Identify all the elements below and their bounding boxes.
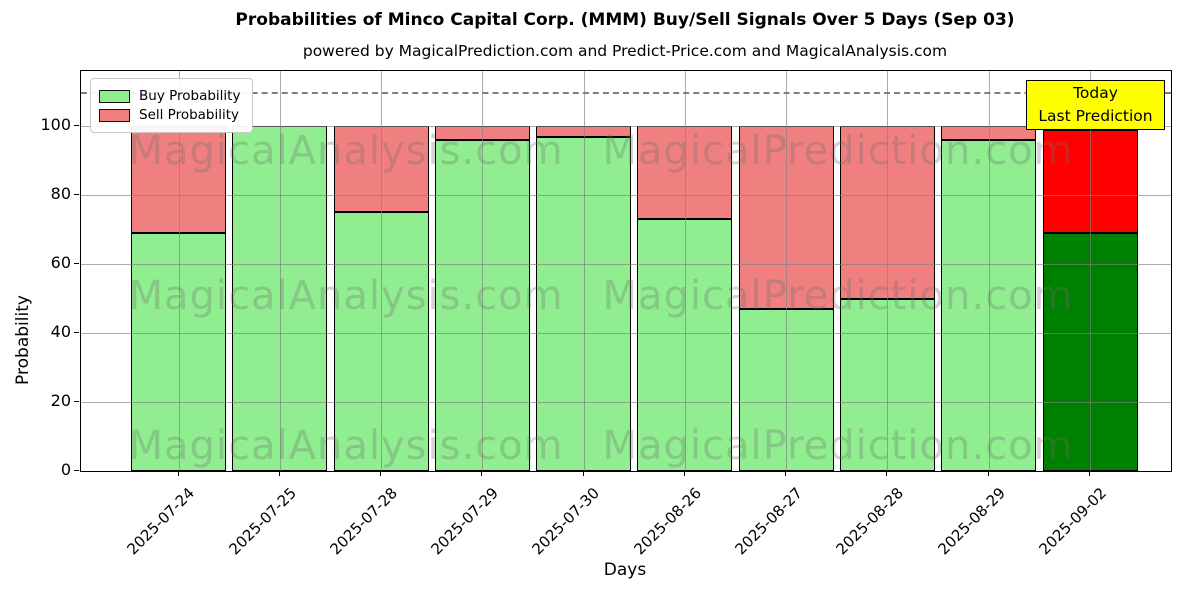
watermark-text: MagicalPrediction.com xyxy=(602,128,1074,174)
y-tick-mark xyxy=(74,125,79,127)
watermark-text: MagicalAnalysis.com xyxy=(128,273,564,319)
v-gridline xyxy=(381,71,383,471)
today-annotation-line2: Last Prediction xyxy=(1038,107,1153,125)
x-tick-label: 2025-07-28 xyxy=(326,484,401,559)
x-tick-label: 2025-07-30 xyxy=(528,484,604,559)
y-tick-mark xyxy=(74,263,79,265)
y-tick-label: 60 xyxy=(50,253,71,273)
plot-area: Buy Probability Sell Probability Today L… xyxy=(80,70,1172,472)
x-tick-mark xyxy=(683,471,685,476)
v-gridline xyxy=(1090,71,1092,471)
x-tick-label: 2025-07-24 xyxy=(123,484,199,559)
x-axis-label: Days xyxy=(603,560,647,580)
watermark-text: MagicalAnalysis.com xyxy=(128,128,564,174)
y-tick-label: 0 xyxy=(60,460,71,479)
chart-title: Probabilities of Minco Capital Corp. (MM… xyxy=(235,10,1015,30)
watermark-text: MagicalAnalysis.com xyxy=(128,423,564,469)
y-tick-label: 40 xyxy=(50,322,71,342)
y-tick-mark xyxy=(74,194,79,196)
v-gridline xyxy=(279,71,281,471)
watermark-text: MagicalPrediction.com xyxy=(602,273,1074,319)
y-tick-label: 80 xyxy=(50,184,71,204)
y-axis-label: Probability xyxy=(13,295,33,385)
x-tick-mark xyxy=(987,471,989,476)
x-tick-mark xyxy=(886,471,888,476)
legend-item-buy: Buy Probability xyxy=(99,88,240,104)
h-gridline xyxy=(81,333,1171,335)
h-gridline xyxy=(81,126,1171,128)
today-annotation-line1: Today xyxy=(1073,84,1118,102)
h-gridline xyxy=(81,402,1171,404)
buy-swatch-icon xyxy=(99,89,130,103)
v-gridline xyxy=(988,71,990,471)
x-tick-mark xyxy=(481,471,483,476)
v-gridline xyxy=(178,71,180,471)
x-tick-mark xyxy=(177,471,179,476)
x-tick-label: 2025-08-29 xyxy=(934,484,1009,559)
x-tick-label: 2025-07-25 xyxy=(225,484,300,559)
legend-label-buy: Buy Probability xyxy=(139,88,241,104)
x-tick-mark xyxy=(1089,471,1091,476)
v-gridline xyxy=(482,71,484,471)
v-gridline xyxy=(786,71,788,471)
h-gridline xyxy=(81,195,1171,197)
today-annotation: Today Last Prediction xyxy=(1026,80,1165,130)
sell-swatch-icon xyxy=(99,108,130,122)
y-tick-label: 100 xyxy=(40,115,71,135)
x-tick-mark xyxy=(582,471,584,476)
legend-item-sell: Sell Probability xyxy=(99,107,240,123)
y-tick-mark xyxy=(74,470,79,471)
x-tick-label: 2025-07-29 xyxy=(427,484,503,559)
v-gridline xyxy=(684,71,686,471)
y-tick-mark xyxy=(74,401,79,403)
x-tick-mark xyxy=(278,471,280,476)
legend: Buy Probability Sell Probability xyxy=(90,78,254,133)
h-gridline xyxy=(81,264,1171,266)
v-gridline xyxy=(583,71,585,471)
today-dashed-line xyxy=(81,91,1171,94)
legend-label-sell: Sell Probability xyxy=(139,107,240,123)
x-tick-label: 2025-09-02 xyxy=(1035,484,1110,559)
y-tick-label: 20 xyxy=(50,391,71,411)
y-tick-mark xyxy=(74,332,79,334)
x-tick-label: 2025-08-28 xyxy=(832,484,908,559)
x-tick-mark xyxy=(785,471,787,476)
watermark-text: MagicalPrediction.com xyxy=(602,423,1074,469)
v-gridline xyxy=(887,71,889,471)
chart-subtitle: powered by MagicalPrediction.com and Pre… xyxy=(302,42,948,60)
x-tick-label: 2025-08-26 xyxy=(630,484,705,559)
x-tick-label: 2025-08-27 xyxy=(731,484,806,559)
x-tick-mark xyxy=(380,471,382,476)
